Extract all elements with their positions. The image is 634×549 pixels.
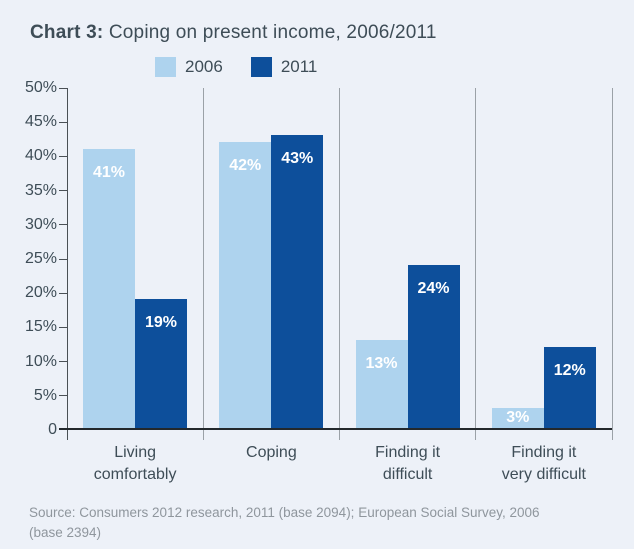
x-axis-baseline bbox=[59, 428, 612, 430]
y-tick-mark bbox=[59, 87, 67, 89]
bar-value-label: 43% bbox=[281, 149, 314, 167]
bar-value-label: 13% bbox=[365, 355, 398, 373]
y-tick-label: 25% bbox=[24, 250, 57, 267]
bar-value-label: 41% bbox=[92, 163, 126, 181]
source-line-1: Source: Consumers 2012 research, 2011 (b… bbox=[29, 505, 540, 520]
y-tick-mark bbox=[59, 326, 67, 328]
y-tick-mark bbox=[59, 395, 67, 397]
legend: 2006 2011 bbox=[155, 57, 317, 77]
legend-swatch-2011 bbox=[250, 57, 272, 77]
bar-2006-2: 42% bbox=[219, 141, 272, 429]
legend-swatch-2006 bbox=[155, 57, 176, 77]
bar-value-label: 12% bbox=[553, 361, 586, 379]
bar-value-label: 42% bbox=[229, 156, 262, 174]
bar-value-label: 3% bbox=[506, 409, 530, 427]
legend-label: 2011 bbox=[280, 57, 318, 76]
chart-title: Chart 3: Coping on present income, 2006/… bbox=[30, 22, 437, 44]
bar-2011-1: 19% bbox=[135, 299, 187, 429]
y-tick-label: 50% bbox=[24, 79, 57, 96]
y-tick-label: 40% bbox=[24, 147, 57, 165]
y-tick-label: 45% bbox=[24, 113, 57, 131]
bar-value-label: 19% bbox=[144, 314, 178, 332]
category-label-4: Finding it very difficult bbox=[501, 444, 586, 484]
bar-2006-3: 13% bbox=[355, 340, 408, 429]
group-separator bbox=[339, 88, 340, 440]
y-tick-label: 5% bbox=[33, 386, 57, 404]
bar-2011-2: 43% bbox=[271, 134, 324, 429]
bar-2006-4: 3% bbox=[491, 408, 544, 429]
legend-label: 2006 bbox=[185, 57, 223, 76]
category-label-2: Coping bbox=[246, 444, 297, 461]
group-separator bbox=[611, 88, 613, 440]
chart-title-prefix: Chart 3: bbox=[30, 22, 104, 43]
bar-value-label: 24% bbox=[417, 279, 450, 297]
y-tick-label: 10% bbox=[24, 352, 57, 370]
y-tick-mark bbox=[59, 190, 67, 192]
chart-title-text: Coping on present income, 2006/2011 bbox=[103, 22, 437, 43]
bar-2006-1: 41% bbox=[83, 148, 135, 429]
y-tick-mark bbox=[59, 224, 67, 226]
y-tick-label: 15% bbox=[24, 318, 57, 336]
y-tick-label: 0 bbox=[48, 421, 57, 438]
y-tick-label: 20% bbox=[24, 284, 57, 302]
y-tick-label: 35% bbox=[24, 181, 57, 199]
legend-item-2006: 2006 bbox=[155, 57, 223, 77]
y-tick-label: 30% bbox=[24, 215, 57, 233]
bar-2011-3: 24% bbox=[407, 264, 460, 429]
plot-area: 50% 45% 40% 35% 30% 25% 20% 15% 10% 5% 0 41% 19% 42% 4… bbox=[25, 79, 613, 440]
y-tick-mark bbox=[59, 361, 67, 363]
y-tick-mark bbox=[59, 292, 67, 294]
source-line-2: (base 2394) bbox=[29, 524, 102, 540]
source-note: Source: Consumers 2012 research, 2011 (b… bbox=[29, 503, 614, 542]
y-tick-mark bbox=[59, 258, 67, 260]
category-label-3: Finding it difficult bbox=[375, 444, 441, 484]
group-separator bbox=[475, 88, 477, 440]
category-label-1: Living comfortably bbox=[93, 444, 177, 484]
group-separator bbox=[202, 88, 204, 440]
y-tick-mark bbox=[59, 155, 67, 157]
y-axis-line bbox=[67, 88, 68, 440]
legend-item-2011: 2011 bbox=[250, 57, 318, 77]
y-tick-mark bbox=[59, 121, 67, 123]
bar-2011-4: 12% bbox=[543, 346, 596, 429]
